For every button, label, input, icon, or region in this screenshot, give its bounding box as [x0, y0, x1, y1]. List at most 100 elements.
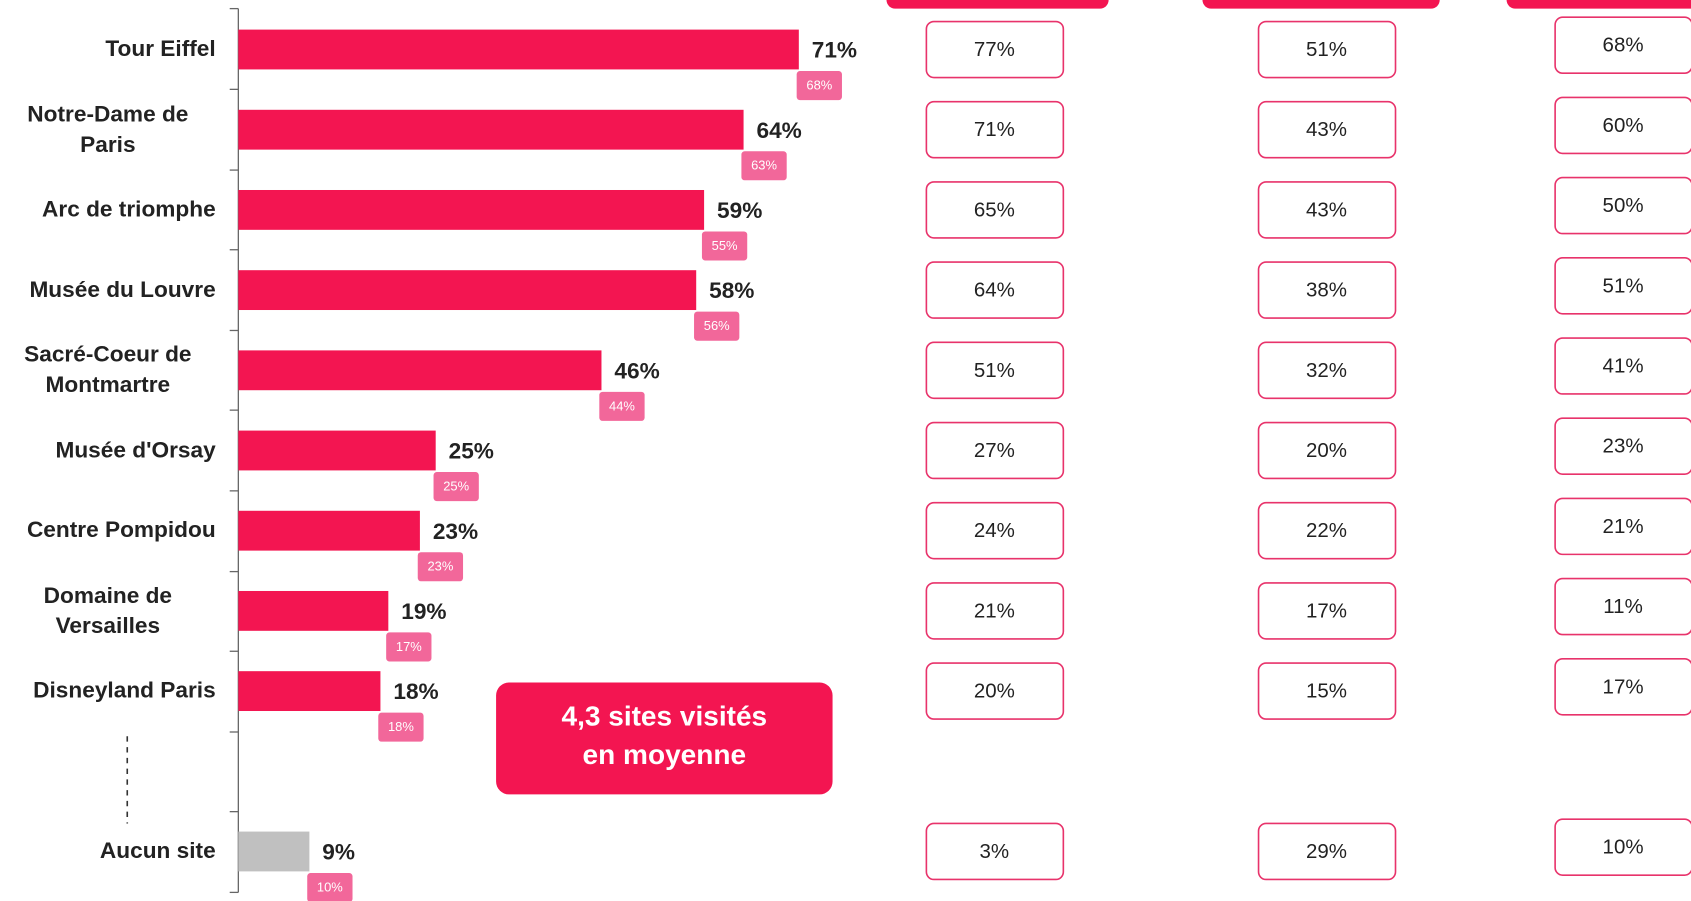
reference-label: 56% [704, 318, 730, 333]
callout-box [496, 682, 833, 795]
table-value: 43% [1306, 198, 1347, 221]
table-cell [925, 100, 1065, 159]
reference-badge [433, 472, 479, 502]
value-label: 64% [757, 118, 802, 143]
category-label: Aucun site [99, 838, 216, 864]
table-value: 77% [974, 38, 1015, 61]
value-label: 19% [401, 599, 446, 624]
category-box: Domaine de Versailles [0, 574, 216, 647]
category-label: Centre Pompidou [26, 517, 216, 543]
bar [238, 430, 436, 471]
table-value: 68% [1603, 34, 1644, 57]
reference-badge [417, 552, 464, 582]
table-cell [1554, 577, 1691, 636]
table-value: 21% [974, 599, 1015, 622]
category-row: Musée du Louvre [0, 254, 216, 327]
table-cell [1257, 100, 1397, 159]
reference-label: 44% [609, 398, 635, 413]
table-value: 20% [1306, 439, 1347, 462]
category-row: Centre Pompidou [0, 494, 216, 567]
category-box: Notre-Dame de Paris [0, 93, 216, 166]
table-value: 17% [1306, 599, 1347, 622]
category-label: Musée d'Orsay [55, 437, 216, 463]
table-cell [1257, 662, 1397, 720]
reference-badge [378, 712, 424, 742]
table-value: 27% [974, 439, 1015, 462]
reference-badge [307, 873, 353, 901]
table-cell [1554, 818, 1691, 876]
category-row: Domaine de Versailles [0, 574, 216, 647]
reference-badge [599, 391, 645, 421]
table-cell [1257, 582, 1397, 640]
bar [238, 270, 697, 311]
table-value: 15% [1306, 680, 1347, 703]
column-header [1202, 0, 1440, 9]
category-row: Notre-Dame de Paris [0, 93, 216, 166]
column-header [1506, 0, 1691, 9]
reference-badge [694, 311, 740, 341]
value-label: 25% [449, 439, 494, 464]
category-label: Sacré-Coeur de Montmartre [24, 342, 192, 398]
bar [238, 510, 420, 551]
reference-label: 23% [427, 559, 453, 574]
bar [238, 109, 744, 150]
callout-text: 4,3 sites visités [561, 700, 767, 731]
reference-label: 55% [712, 238, 738, 253]
bar [238, 671, 381, 712]
reference-badge [701, 231, 748, 261]
bar [238, 29, 799, 70]
table-cell [1554, 257, 1691, 315]
table-cell [1257, 181, 1397, 239]
table-cell [925, 501, 1065, 560]
table-value: 22% [1306, 519, 1347, 542]
column-header [886, 0, 1109, 9]
category-box: Musée du Louvre [0, 254, 216, 327]
table-value: 51% [1603, 274, 1644, 297]
category-row: Arc de triomphe [0, 173, 216, 246]
category-label: Arc de triomphe [42, 196, 216, 222]
table-cell [925, 181, 1065, 239]
reference-label: 25% [443, 479, 469, 494]
value-label: 46% [614, 358, 659, 383]
value-label: 23% [433, 519, 478, 544]
category-row: Aucun site [0, 815, 216, 888]
table-cell [1257, 341, 1397, 400]
reference-badge [386, 632, 432, 662]
table-value: 51% [1306, 38, 1347, 61]
category-row: Sacré-Coeur de Montmartre [0, 334, 216, 407]
category-label: Musée du Louvre [29, 277, 216, 302]
table-cell [925, 341, 1065, 400]
table-cell [925, 822, 1065, 881]
reference-label: 17% [396, 639, 422, 654]
bar [238, 350, 602, 391]
table-value: 29% [1306, 840, 1347, 863]
table-value: 21% [1603, 515, 1644, 538]
table-cell [925, 421, 1065, 480]
category-box: Sacré-Coeur de Montmartre [0, 334, 216, 407]
table-value: 23% [1603, 435, 1644, 458]
table-value: 50% [1603, 194, 1644, 217]
table-cell [1257, 822, 1397, 881]
value-label: 9% [322, 840, 355, 865]
table-cell [1554, 337, 1691, 395]
table-value: 32% [1306, 359, 1347, 382]
table-value: 60% [1603, 114, 1644, 137]
category-box: Disneyland Paris [33, 678, 216, 703]
category-label: Notre-Dame de Paris [27, 101, 189, 157]
table-value: 20% [974, 680, 1015, 703]
reference-label: 63% [751, 158, 777, 173]
reference-label: 10% [317, 879, 343, 894]
table-value: 10% [1603, 836, 1644, 859]
table-value: 43% [1306, 118, 1347, 141]
category-box: Tour Eiffel [105, 36, 216, 62]
category-label: Tour Eiffel [105, 36, 216, 62]
table-cell [1554, 176, 1691, 235]
table-cell [1257, 261, 1397, 319]
table-cell [1257, 20, 1397, 79]
table-value: 24% [974, 519, 1015, 542]
table-cell [925, 261, 1065, 319]
reference-label: 18% [388, 719, 414, 734]
category-row: Musée d'Orsay [0, 414, 216, 487]
table-cell [1554, 16, 1691, 75]
